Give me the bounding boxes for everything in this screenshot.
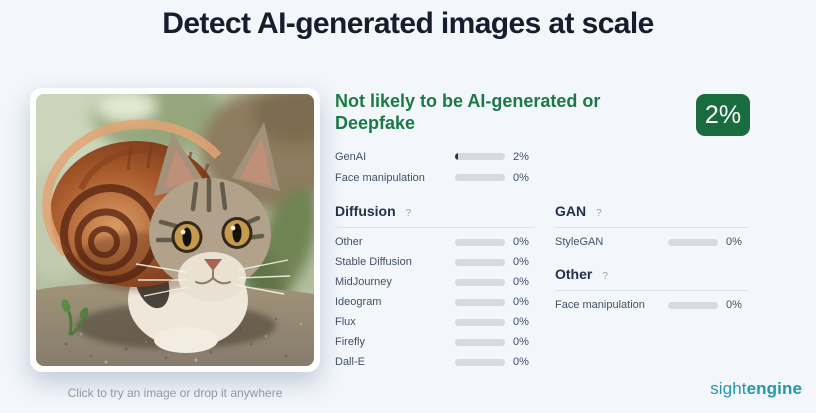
brand-light: sight: [710, 379, 747, 398]
score-label: Face manipulation: [555, 299, 645, 311]
score-percent: 0%: [513, 256, 529, 268]
score-row: Other 0%: [335, 232, 535, 252]
score-label: Ideogram: [335, 296, 382, 308]
score-row: GenAI 2%: [335, 146, 535, 167]
image-dropzone[interactable]: [30, 88, 320, 372]
score-row: Stable Diffusion 0%: [335, 252, 535, 272]
sightengine-logo[interactable]: sightengine: [710, 379, 802, 399]
score-percent: 0%: [513, 296, 529, 308]
dropzone-hint: Click to try an image or drop it anywher…: [67, 386, 283, 400]
score-bar: [455, 153, 505, 160]
page-title: Detect AI-generated images at scale: [162, 7, 654, 40]
summary-score-rows: GenAI 2% Face manipulation 0%: [335, 146, 535, 188]
score-row: Face manipulation 0%: [555, 295, 748, 315]
score-label: Flux: [335, 316, 356, 328]
score-bar-fill: [455, 153, 458, 160]
help-icon[interactable]: ?: [602, 271, 608, 282]
score-bar: [668, 238, 718, 246]
brand-bold: engine: [746, 379, 802, 398]
score-bar: [455, 278, 505, 286]
score-row: StyleGAN 0%: [555, 232, 748, 252]
section-gan: GAN ? StyleGAN 0%: [555, 203, 748, 252]
score-row: Face manipulation 0%: [335, 167, 535, 188]
score-percent: 2%: [513, 150, 529, 163]
help-icon[interactable]: ?: [405, 208, 412, 219]
score-bar: [455, 318, 505, 326]
section-diffusion: Diffusion ? Other 0% Stable Diffusion 0%…: [335, 203, 535, 372]
score-label: Firefly: [335, 336, 365, 348]
score-label: Dall-E: [335, 356, 365, 368]
score-percent: 0%: [513, 316, 529, 328]
section-title: Diffusion: [335, 203, 396, 219]
score-row: Ideogram 0%: [335, 292, 535, 312]
section-rows: StyleGAN 0%: [555, 232, 748, 252]
help-icon[interactable]: ?: [596, 208, 602, 219]
section-title: GAN: [555, 203, 587, 219]
score-label: Other: [335, 236, 363, 248]
score-percent: 0%: [513, 236, 529, 248]
score-percent: 0%: [726, 236, 742, 248]
score-label: Face manipulation: [335, 171, 425, 184]
score-label: StyleGAN: [555, 236, 604, 248]
score-percent: 0%: [726, 299, 742, 311]
score-label: MidJourney: [335, 276, 392, 288]
score-bar: [455, 338, 505, 346]
score-bar: [455, 258, 505, 266]
score-row: Dall-E 0%: [335, 352, 535, 372]
score-row: MidJourney 0%: [335, 272, 535, 292]
score-bar: [455, 174, 505, 181]
score-row: Flux 0%: [335, 312, 535, 332]
score-bar: [455, 358, 505, 366]
uploaded-image: [36, 94, 314, 366]
score-percent: 0%: [513, 171, 529, 184]
score-bar: [668, 301, 718, 309]
section-gan-header: GAN ?: [555, 203, 748, 228]
section-title: Other: [555, 266, 593, 282]
section-rows: Face manipulation 0%: [555, 295, 748, 315]
score-percent: 0%: [513, 276, 529, 288]
section-rows: Other 0% Stable Diffusion 0% MidJourney …: [335, 232, 535, 372]
score-bar: [455, 298, 505, 306]
verdict-heading: Not likely to be AI-generated or Deepfak…: [335, 91, 601, 133]
section-other: Other ? Face manipulation 0%: [555, 266, 748, 315]
score-label: GenAI: [335, 150, 367, 163]
score-label: Stable Diffusion: [335, 256, 412, 268]
score-badge: 2%: [696, 94, 750, 136]
score-percent: 0%: [513, 356, 529, 368]
score-row: Firefly 0%: [335, 332, 535, 352]
score-bar: [455, 238, 505, 246]
section-other-header: Other ?: [555, 266, 748, 291]
section-diffusion-header: Diffusion ?: [335, 203, 535, 228]
score-percent: 0%: [513, 336, 529, 348]
